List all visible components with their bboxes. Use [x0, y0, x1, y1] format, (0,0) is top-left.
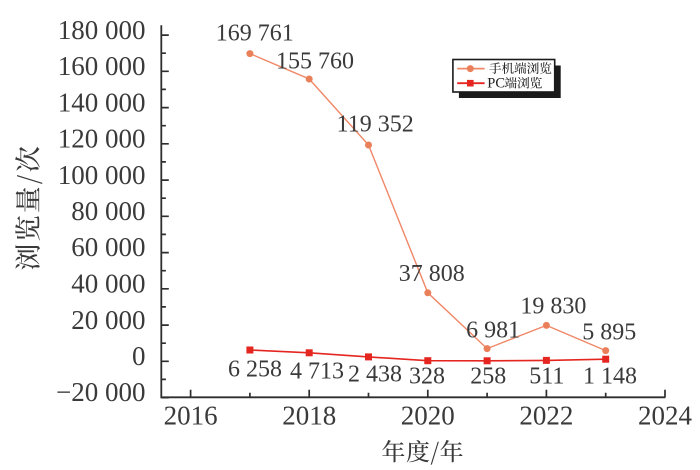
svg-text:40 000: 40 000: [71, 269, 145, 299]
svg-text:2 438: 2 438: [348, 361, 402, 387]
svg-text:2018: 2018: [282, 401, 336, 431]
svg-text:120 000: 120 000: [58, 124, 146, 154]
svg-text:37 808: 37 808: [399, 261, 465, 287]
svg-text:19 830: 19 830: [520, 293, 586, 319]
svg-text:1 148: 1 148: [583, 363, 637, 389]
svg-text:2024: 2024: [638, 401, 693, 431]
svg-text:6 258: 6 258: [228, 356, 282, 382]
svg-text:119 352: 119 352: [337, 112, 414, 138]
svg-text:−20 000: −20 000: [56, 377, 145, 407]
svg-text:60 000: 60 000: [71, 232, 145, 262]
svg-text:6 981: 6 981: [466, 318, 520, 344]
svg-text:5 895: 5 895: [582, 319, 636, 345]
svg-text:140 000: 140 000: [58, 87, 146, 117]
svg-text:80 000: 80 000: [71, 196, 145, 226]
svg-text:2022: 2022: [519, 401, 573, 431]
svg-text:328: 328: [409, 364, 445, 390]
svg-text:258: 258: [470, 364, 506, 390]
svg-text:155 760: 155 760: [276, 48, 354, 74]
svg-text:160 000: 160 000: [58, 51, 146, 81]
svg-text:511: 511: [529, 363, 564, 389]
svg-text:PC: PC: [487, 76, 505, 92]
svg-text:169 761: 169 761: [216, 21, 294, 47]
svg-text:4 713: 4 713: [290, 358, 344, 384]
svg-text:180 000: 180 000: [58, 15, 146, 45]
svg-text:2016: 2016: [164, 401, 218, 431]
svg-text:20 000: 20 000: [71, 305, 145, 335]
svg-text:0: 0: [132, 341, 146, 371]
svg-text:2020: 2020: [401, 401, 455, 431]
svg-text:100 000: 100 000: [58, 160, 146, 190]
